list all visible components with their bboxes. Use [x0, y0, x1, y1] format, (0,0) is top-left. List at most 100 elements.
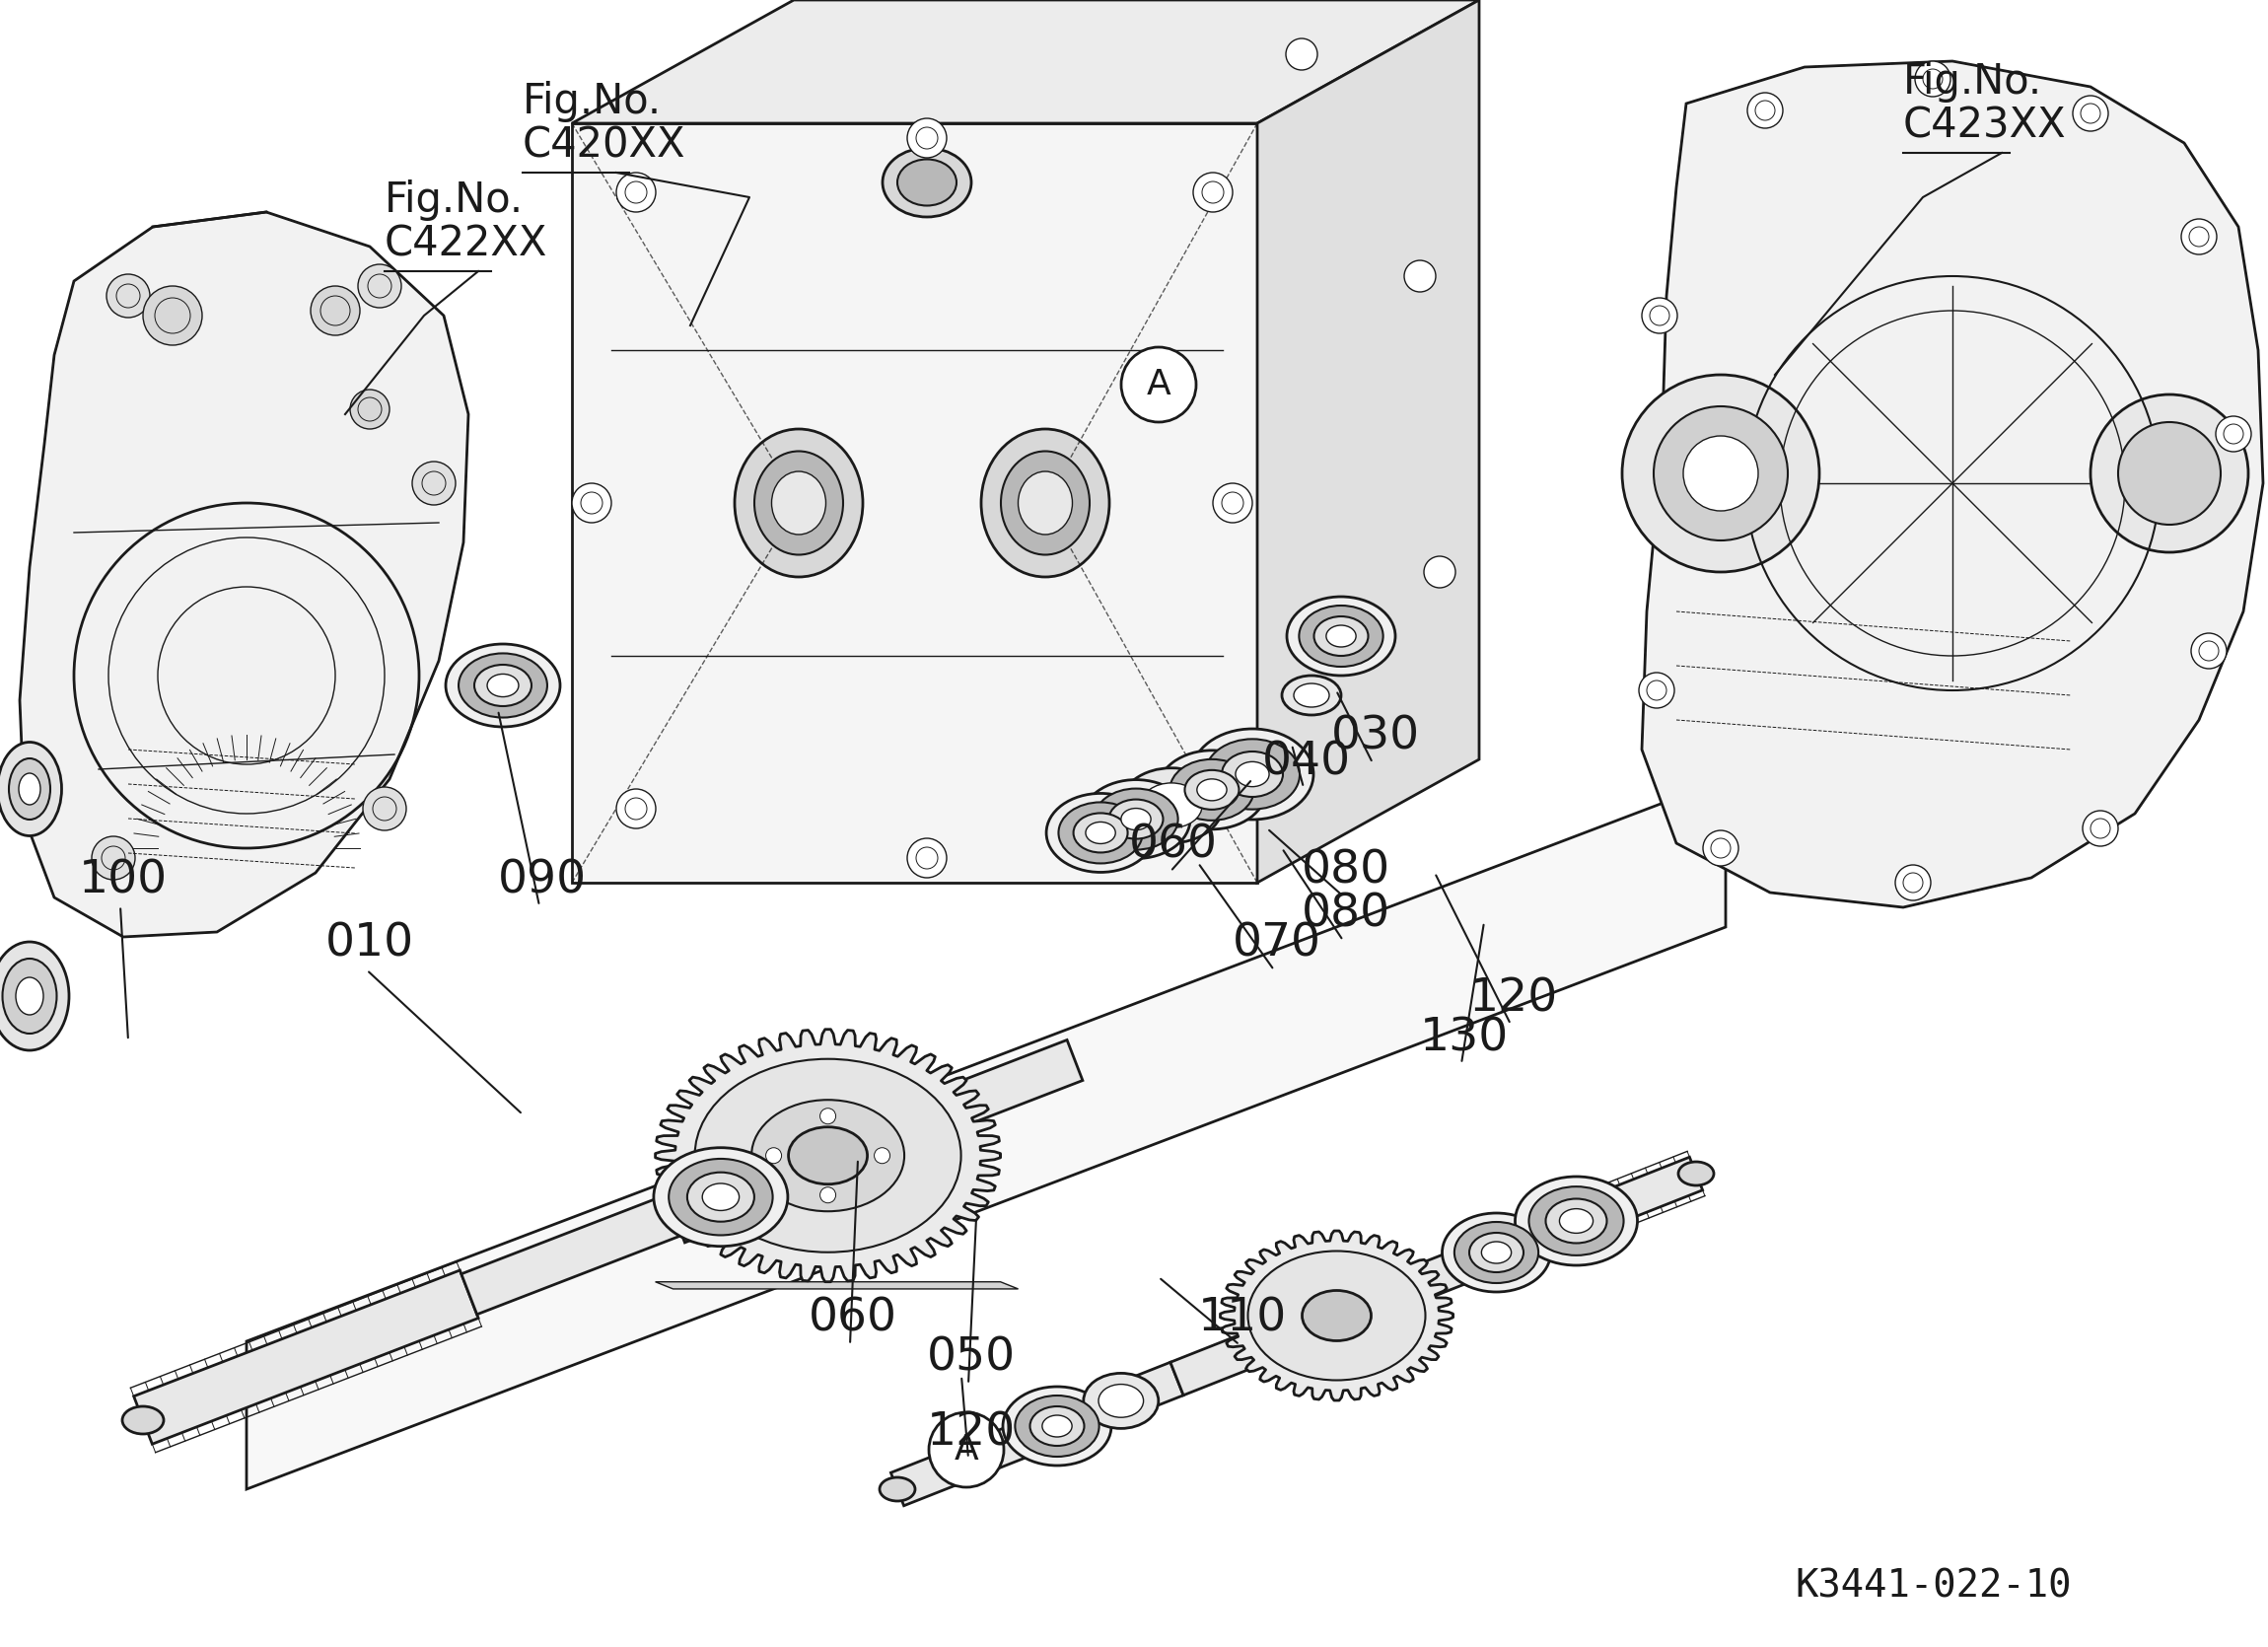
Circle shape	[2118, 422, 2220, 525]
Ellipse shape	[1293, 684, 1329, 707]
Text: 110: 110	[1198, 1296, 1288, 1341]
Text: 010: 010	[324, 922, 415, 967]
Text: 030: 030	[1331, 715, 1420, 759]
Ellipse shape	[1547, 1199, 1606, 1243]
Ellipse shape	[1000, 451, 1089, 555]
Circle shape	[907, 838, 946, 878]
Circle shape	[2216, 417, 2252, 451]
Polygon shape	[572, 0, 1479, 124]
Text: Fig.No.: Fig.No.	[522, 81, 662, 122]
Polygon shape	[655, 1281, 1018, 1290]
Ellipse shape	[1300, 606, 1383, 667]
Ellipse shape	[474, 665, 531, 707]
Circle shape	[617, 789, 655, 828]
Text: A: A	[1145, 367, 1170, 402]
Ellipse shape	[1529, 1186, 1624, 1255]
Circle shape	[2191, 632, 2227, 669]
Polygon shape	[891, 1441, 984, 1505]
Ellipse shape	[751, 1100, 905, 1211]
Ellipse shape	[1046, 794, 1154, 873]
Circle shape	[1193, 173, 1232, 212]
Polygon shape	[134, 1270, 479, 1444]
Ellipse shape	[16, 977, 43, 1015]
Ellipse shape	[1247, 1252, 1424, 1380]
Ellipse shape	[669, 1159, 773, 1235]
Circle shape	[1683, 436, 1758, 511]
Ellipse shape	[1481, 1242, 1510, 1263]
Text: Fig.No.: Fig.No.	[1903, 61, 2041, 102]
Ellipse shape	[1018, 471, 1073, 535]
Ellipse shape	[1082, 779, 1191, 858]
Ellipse shape	[1184, 771, 1238, 810]
Ellipse shape	[1560, 1209, 1592, 1234]
Circle shape	[311, 287, 361, 336]
Ellipse shape	[880, 1477, 914, 1500]
Ellipse shape	[882, 148, 971, 217]
Circle shape	[349, 390, 390, 428]
Ellipse shape	[687, 1173, 755, 1222]
Text: 100: 100	[79, 858, 168, 903]
Circle shape	[2091, 395, 2248, 552]
Text: C422XX: C422XX	[386, 222, 547, 264]
Polygon shape	[460, 1194, 683, 1314]
Ellipse shape	[1030, 1407, 1084, 1446]
Circle shape	[1896, 865, 1930, 901]
Ellipse shape	[1141, 782, 1202, 828]
Text: 130: 130	[1420, 1016, 1508, 1061]
Ellipse shape	[771, 471, 826, 535]
Circle shape	[767, 1148, 782, 1163]
Polygon shape	[1256, 0, 1479, 883]
Circle shape	[143, 287, 202, 346]
Text: 060: 060	[1129, 824, 1218, 868]
Ellipse shape	[1442, 1214, 1551, 1291]
Text: 120: 120	[1470, 977, 1558, 1021]
Ellipse shape	[9, 758, 50, 820]
Circle shape	[907, 119, 946, 158]
Text: 060: 060	[810, 1296, 898, 1341]
Circle shape	[2082, 810, 2118, 847]
Ellipse shape	[1059, 802, 1143, 863]
Circle shape	[1640, 672, 1674, 708]
Ellipse shape	[1302, 1291, 1372, 1341]
Circle shape	[1424, 557, 1456, 588]
Ellipse shape	[458, 654, 547, 718]
Ellipse shape	[1157, 751, 1266, 830]
Text: 090: 090	[499, 858, 587, 903]
Ellipse shape	[1120, 768, 1222, 843]
Circle shape	[363, 787, 406, 830]
Ellipse shape	[1286, 596, 1395, 675]
Ellipse shape	[1086, 822, 1116, 843]
Circle shape	[572, 483, 612, 522]
Ellipse shape	[789, 1127, 866, 1184]
Text: 120: 120	[928, 1410, 1016, 1454]
Polygon shape	[1170, 1245, 1479, 1395]
Ellipse shape	[1515, 1176, 1637, 1265]
Ellipse shape	[18, 772, 41, 805]
Ellipse shape	[1204, 740, 1300, 809]
Ellipse shape	[1098, 1383, 1143, 1418]
Circle shape	[1213, 483, 1252, 522]
Polygon shape	[733, 1039, 1082, 1211]
Text: 040: 040	[1263, 740, 1352, 784]
Circle shape	[2182, 219, 2216, 254]
Ellipse shape	[1120, 809, 1150, 830]
Circle shape	[413, 461, 456, 506]
Ellipse shape	[1281, 675, 1340, 715]
Ellipse shape	[1313, 616, 1368, 656]
Ellipse shape	[122, 1407, 163, 1435]
Ellipse shape	[1093, 789, 1177, 850]
Circle shape	[1286, 38, 1318, 71]
Circle shape	[873, 1148, 889, 1163]
Circle shape	[821, 1187, 837, 1202]
Ellipse shape	[1327, 626, 1356, 647]
Ellipse shape	[1073, 814, 1127, 853]
Ellipse shape	[0, 743, 61, 835]
Ellipse shape	[1170, 759, 1254, 820]
Polygon shape	[971, 1362, 1184, 1474]
Ellipse shape	[653, 1148, 787, 1247]
Ellipse shape	[2, 959, 57, 1034]
Circle shape	[617, 173, 655, 212]
Circle shape	[91, 837, 136, 879]
Circle shape	[1642, 298, 1678, 333]
Ellipse shape	[1043, 1415, 1073, 1436]
